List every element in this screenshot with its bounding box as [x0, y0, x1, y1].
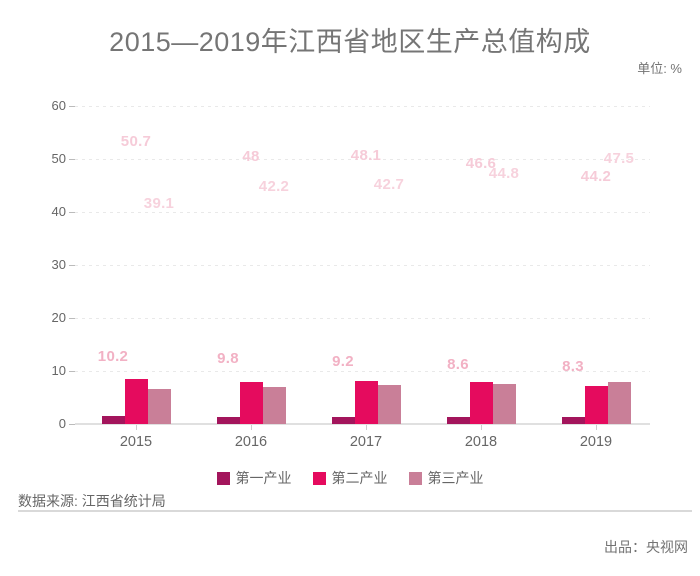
x-axis-tick — [136, 425, 137, 430]
legend-swatch-icon — [216, 471, 230, 485]
bar-value-label-第一产业-2017: 9.2 — [332, 353, 354, 371]
bar-第一产业-2017 — [331, 417, 355, 424]
bar-第二产业-2018 — [469, 382, 493, 424]
bar-value-label-第三产业-2019: 47.5 — [603, 150, 635, 168]
bar-第三产业-2019 — [607, 382, 631, 424]
bar-第三产业-2015 — [147, 389, 171, 424]
legend-label: 第一产业 — [235, 470, 292, 486]
bar-第二产业-2017 — [354, 381, 378, 424]
bar-value-label-第三产业-2016: 42.2 — [258, 178, 290, 196]
data-source-label: 数据来源: 江西省统计局 — [18, 493, 166, 509]
chart-title: 2015—2019年江西省地区生产总值构成 — [109, 27, 591, 57]
bar-第二产业-2016 — [239, 382, 263, 424]
bar-第二产业-2019 — [584, 386, 608, 424]
bar-第三产业-2017 — [377, 385, 401, 424]
y-axis-tick — [69, 371, 75, 372]
legend-label: 第三产业 — [427, 470, 484, 486]
y-axis-tick-label: 60 — [51, 98, 66, 113]
legend-item-series-1: 第一产业 — [216, 470, 292, 486]
gridline-y-40 — [75, 212, 650, 213]
y-axis-tick-label: 40 — [51, 204, 66, 219]
gridline-y-60 — [75, 106, 650, 107]
bar-value-label-第二产业-2016: 48 — [242, 147, 260, 165]
bar-第一产业-2016 — [216, 417, 240, 424]
bar-value-label-第一产业-2018: 8.6 — [447, 356, 469, 374]
legend-item-series-2: 第二产业 — [312, 470, 388, 486]
y-axis-tick — [69, 265, 75, 266]
bar-第二产业-2015 — [124, 379, 148, 424]
x-axis-tick — [366, 425, 367, 430]
unit-label: 单位: % — [637, 61, 682, 76]
legend-label: 第二产业 — [331, 470, 388, 486]
legend-swatch-icon — [408, 471, 422, 485]
y-axis-tick-label: 10 — [51, 363, 66, 378]
y-axis-tick — [69, 424, 75, 425]
bar-value-label-第一产业-2019: 8.3 — [562, 358, 584, 375]
footer-divider — [18, 510, 692, 512]
plot-area: 0 10 20 30 40 50 60 2015 2016 2017 2018 2019 10.2 9.8… — [51, 98, 650, 450]
y-axis-tick-label: 30 — [51, 257, 66, 272]
gridline-y-50 — [75, 159, 650, 160]
bar-value-label-第三产业-2015: 39.1 — [143, 194, 175, 212]
x-axis-category-label: 2015 — [119, 434, 153, 450]
producer-label: 出品：央视网 — [604, 539, 688, 555]
bar-value-label-第一产业-2016: 9.8 — [217, 350, 239, 368]
x-axis-tick — [251, 425, 252, 430]
x-axis-category-label: 2017 — [349, 434, 383, 450]
bar-value-label-第二产业-2017: 48.1 — [350, 147, 382, 165]
x-axis-category-label: 2018 — [464, 434, 498, 450]
gridline-y-10 — [75, 371, 650, 372]
bar-value-label-第二产业-2018: 46.6 — [465, 155, 497, 173]
y-axis-tick — [69, 106, 75, 107]
x-axis-category-label: 2016 — [234, 434, 268, 450]
bar-value-label-第二产业-2015: 50.7 — [120, 133, 152, 151]
y-axis-tick-label: 50 — [51, 151, 66, 166]
bar-第一产业-2015 — [101, 416, 125, 424]
bar-value-label-第一产业-2015: 10.2 — [97, 347, 129, 365]
y-axis-tick-label: 20 — [51, 310, 66, 325]
bar-第三产业-2016 — [262, 387, 286, 424]
y-axis-tick — [69, 159, 75, 160]
bar-第三产业-2018 — [492, 384, 516, 424]
bar-value-label-第二产业-2019: 44.2 — [580, 167, 612, 185]
x-axis-tick — [596, 425, 597, 430]
legend-item-series-3: 第三产业 — [408, 470, 484, 486]
gridline-y-20 — [75, 318, 650, 319]
x-axis-line — [75, 423, 650, 425]
x-axis-category-label: 2019 — [579, 434, 613, 450]
y-axis-tick-label: 0 — [58, 416, 66, 431]
legend: 第一产业 第二产业 第三产业 — [0, 470, 700, 486]
x-axis-tick — [481, 425, 482, 430]
bar-value-label-第三产业-2017: 42.7 — [373, 175, 405, 193]
y-axis-tick — [69, 318, 75, 319]
bar-value-label-第三产业-2018: 44.8 — [488, 164, 520, 182]
bar-第一产业-2018 — [446, 417, 470, 424]
legend-swatch-icon — [312, 471, 326, 485]
y-axis-tick — [69, 212, 75, 213]
bar-第一产业-2019 — [561, 417, 585, 424]
gridline-y-30 — [75, 265, 650, 266]
